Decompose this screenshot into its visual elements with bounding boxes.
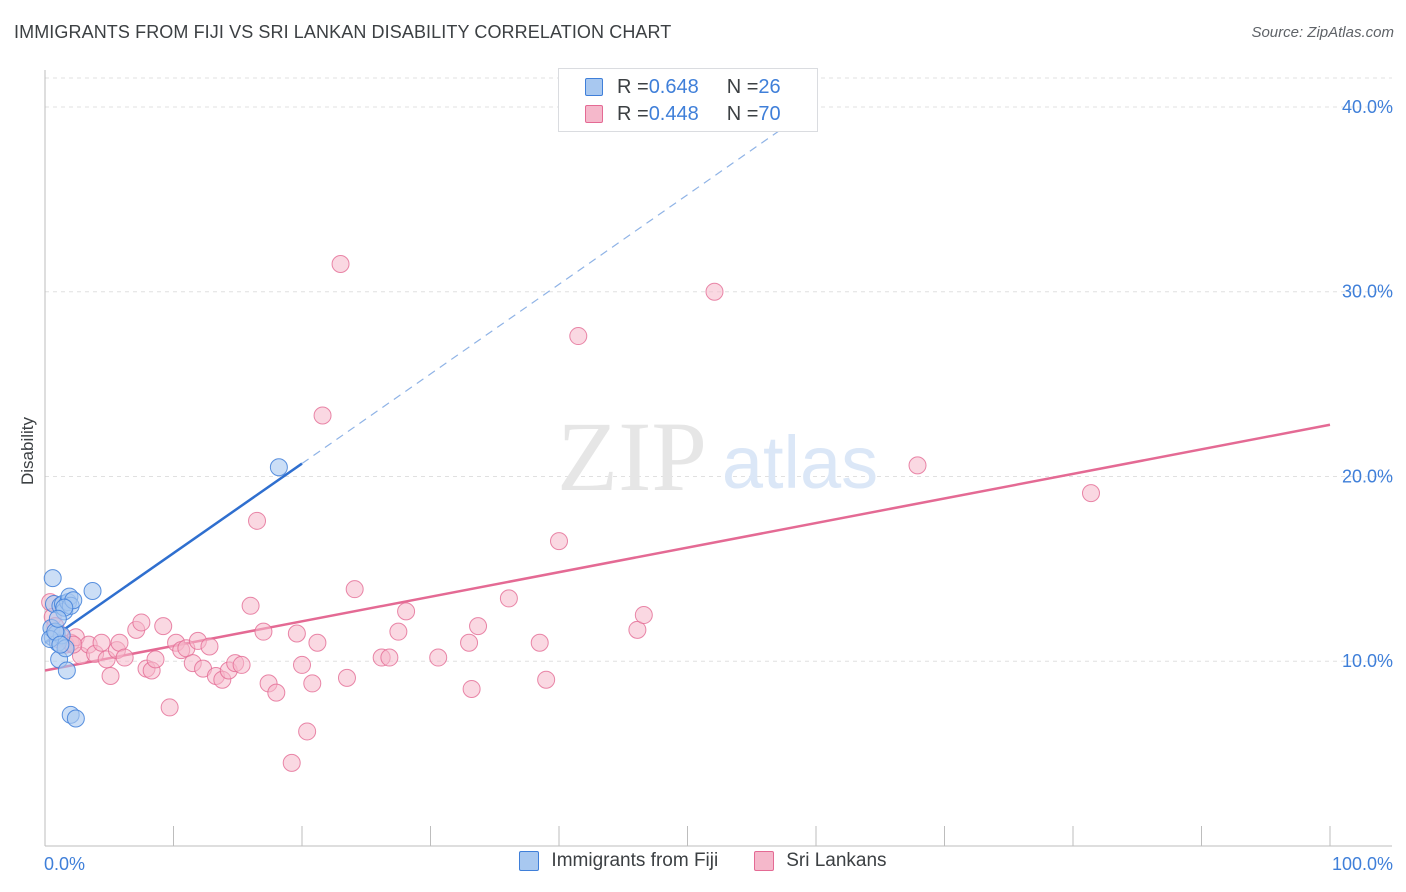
fiji-point (43, 569, 62, 588)
fiji-legend-swatch (519, 851, 540, 871)
fiji-point (83, 582, 102, 601)
srilanka-point (460, 633, 479, 652)
srilanka-point (345, 580, 364, 599)
srilanka-point (569, 327, 588, 346)
watermark-zip: ZIP (557, 401, 707, 512)
srilanka-r-label: R = (617, 102, 649, 125)
data-points (41, 255, 1100, 772)
srilanka-point (146, 650, 165, 669)
source-credit: Source: ZipAtlas.com (1251, 24, 1394, 41)
srilanka-point (705, 282, 724, 301)
y-tick-label: 30.0% (1342, 282, 1393, 302)
x-tick-label-max: 100.0% (1332, 854, 1393, 874)
srilanka-point (462, 679, 481, 698)
srilanka-point (308, 633, 327, 652)
legend-row-srilanka: R = 0.448 N = 70 (585, 103, 781, 125)
watermark-atlas: atlas (722, 421, 878, 504)
srilanka-point (530, 633, 549, 652)
fiji-trend-line (44, 462, 303, 644)
srilanka-point (200, 637, 219, 656)
chart-title: IMMIGRANTS FROM FIJI VS SRI LANKAN DISAB… (14, 22, 672, 42)
srilanka-n-label: N = (726, 102, 759, 125)
srilanka-point (469, 617, 488, 636)
legend-item-fiji[interactable]: Immigrants from Fiji (519, 850, 718, 872)
axes (44, 70, 1392, 847)
srilanka-point (313, 406, 332, 425)
fiji-point (269, 458, 288, 477)
fiji-r-label: R = (617, 75, 649, 98)
series-legend: Immigrants from Fiji Sri Lankans (0, 850, 1406, 872)
fiji-point (66, 709, 85, 728)
fiji-point (51, 635, 70, 654)
srilanka-point (397, 602, 416, 621)
y-tick-label: 20.0% (1342, 466, 1393, 486)
srilanka-point (429, 648, 448, 667)
srilanka-n-value: 70 (758, 102, 781, 125)
srilanka-legend-label: Sri Lankans (786, 850, 887, 871)
srilanka-point (380, 648, 399, 667)
fiji-n-label: N = (726, 75, 759, 98)
srilanka-point (92, 633, 111, 652)
srilanka-legend-swatch (754, 851, 775, 871)
fiji-point (57, 661, 76, 680)
grid-lines (45, 77, 1392, 662)
stats-legend: R = 0.648 N = 26 R = 0.448 N = 70 (558, 68, 818, 132)
legend-row-fiji: R = 0.648 N = 26 (585, 76, 781, 98)
srilanka-r-value: 0.448 (648, 102, 699, 125)
fiji-r-value: 0.648 (648, 75, 699, 98)
srilanka-point (537, 670, 556, 689)
srilanka-point (293, 655, 311, 674)
y-tick-label: 10.0% (1342, 651, 1393, 671)
srilanka-point (154, 617, 173, 636)
srilanka-point (267, 683, 286, 702)
srilanka-point (101, 667, 120, 686)
srilanka-point (282, 753, 301, 772)
fiji-swatch (585, 78, 603, 96)
srilanka-point (160, 698, 179, 717)
srilanka-point (132, 613, 151, 632)
y-tick-label: 40.0% (1342, 97, 1393, 117)
fiji-n-value: 26 (758, 75, 781, 98)
fiji-trend-extension (301, 104, 817, 465)
srilanka-point (1081, 484, 1100, 503)
srilanka-point (298, 722, 317, 741)
srilanka-point (331, 255, 350, 273)
srilanka-point (287, 624, 306, 643)
watermark: ZIP atlas (557, 401, 878, 512)
srilanka-point (550, 532, 568, 551)
srilanka-point (248, 511, 267, 530)
x-tick-label-min: 0.0% (44, 854, 85, 874)
trend-lines (44, 104, 1331, 672)
fiji-legend-label: Immigrants from Fiji (551, 850, 719, 871)
srilanka-point (499, 589, 518, 608)
y-axis-label: Disability (18, 416, 37, 485)
tick-labels: 10.0% 20.0% 30.0% 40.0% 0.0% 100.0% (44, 97, 1393, 874)
srilanka-point (232, 655, 251, 674)
fiji-point (48, 609, 67, 628)
srilanka-point (115, 648, 134, 667)
srilanka-point (634, 606, 653, 625)
srilanka-point (303, 674, 322, 693)
srilanka-point (241, 596, 260, 615)
srilanka-point (337, 668, 356, 687)
srilanka-point (254, 622, 273, 641)
legend-item-srilanka[interactable]: Sri Lankans (754, 850, 887, 872)
srilanka-point (389, 622, 408, 641)
srilanka-swatch (585, 105, 603, 123)
srilanka-point (908, 456, 927, 475)
